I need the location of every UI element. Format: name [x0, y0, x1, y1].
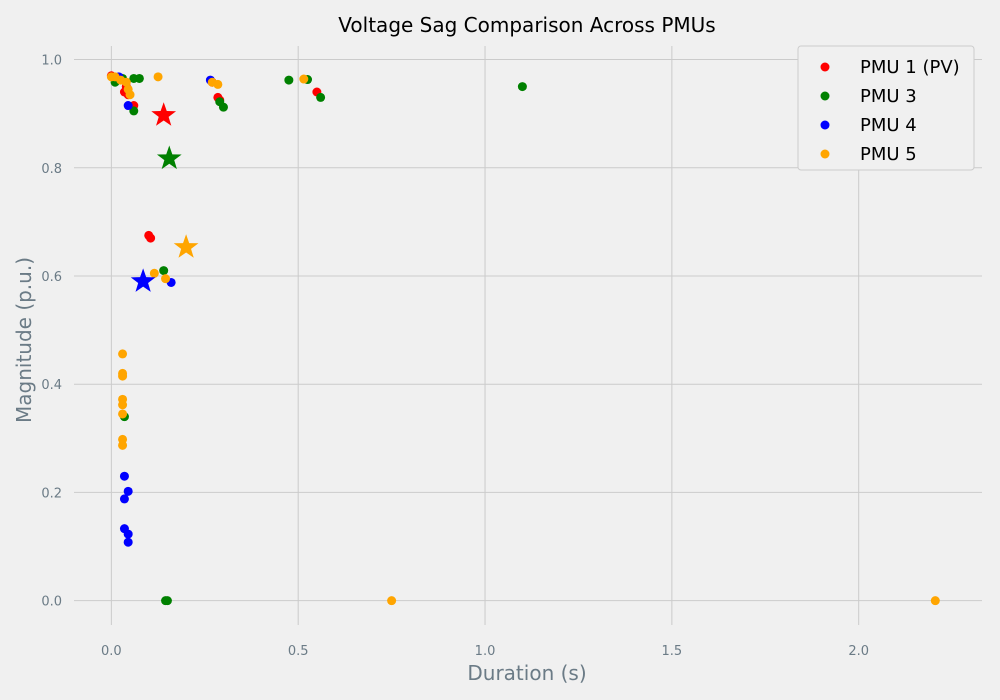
data-point-pmu-series-3 — [118, 349, 128, 359]
data-point-pmu-series-2 — [123, 486, 133, 496]
x-tick-label: 0.5 — [288, 644, 309, 659]
x-axis-label: Duration (s) — [467, 661, 586, 685]
x-tick-label: 0.0 — [101, 644, 122, 659]
data-point-pmu-series-3 — [387, 596, 397, 606]
data-point-pmu-series-1 — [162, 596, 172, 606]
y-axis-label: Magnitude (p.u.) — [12, 257, 36, 423]
data-point-pmu-series-3 — [118, 371, 128, 381]
data-point-pmu-series-0 — [146, 233, 156, 243]
x-tick-labels: 0.0 0.5 1.0 1.5 2.0 — [101, 644, 869, 659]
data-point-pmu-series-1 — [129, 106, 139, 116]
data-point-pmu-series-1 — [284, 75, 294, 85]
legend-label-pmu1: PMU 1 (PV) — [860, 57, 960, 78]
data-point-pmu-series-3 — [213, 79, 223, 89]
legend-label-pmu5: PMU 5 — [860, 144, 917, 165]
legend-marker-pmu5 — [820, 149, 830, 159]
data-point-pmu-series-1 — [134, 73, 144, 83]
chart-title: Voltage Sag Comparison Across PMUs — [338, 13, 715, 37]
legend-marker-pmu3 — [820, 91, 830, 101]
data-point-pmu-series-2 — [123, 101, 133, 111]
data-point-pmu-series-1 — [316, 92, 326, 102]
legend-marker-pmu4 — [820, 120, 830, 130]
x-tick-label: 1.5 — [662, 644, 683, 659]
y-tick-label: 0.8 — [41, 162, 62, 177]
y-tick-labels: 0.0 0.2 0.4 0.6 0.8 1.0 — [41, 54, 62, 610]
y-tick-label: 0.4 — [41, 378, 62, 393]
mean-star-marker-series-3 — [173, 234, 199, 258]
data-point-pmu-series-1 — [218, 102, 228, 112]
data-point-pmu-series-1 — [517, 82, 527, 92]
data-point-pmu-series-3 — [118, 400, 128, 410]
data-point-pmu-series-3 — [930, 596, 940, 606]
data-point-pmu-series-3 — [161, 274, 171, 284]
legend-marker-pmu1 — [820, 62, 830, 72]
data-point-pmu-series-3 — [121, 77, 131, 87]
y-tick-label: 0.2 — [41, 486, 62, 501]
y-tick-label: 0.6 — [41, 270, 62, 285]
data-point-pmu-series-3 — [118, 409, 128, 419]
legend-label-pmu3: PMU 3 — [860, 86, 917, 107]
data-point-pmu-series-3 — [118, 440, 128, 450]
data-point-pmu-series-3 — [125, 90, 135, 100]
x-tick-label: 1.0 — [475, 644, 496, 659]
data-point-pmu-series-2 — [119, 471, 129, 481]
legend-label-pmu4: PMU 4 — [860, 115, 917, 136]
data-point-pmu-series-3 — [149, 268, 159, 278]
y-tick-label: 0.0 — [41, 595, 62, 610]
mean-star-marker-series-0 — [151, 102, 177, 126]
x-tick-label: 2.0 — [848, 644, 869, 659]
mean-star-marker-series-2 — [130, 268, 156, 292]
data-point-pmu-series-3 — [153, 72, 163, 82]
data-point-pmu-series-3 — [299, 74, 309, 84]
legend-box — [797, 45, 975, 171]
data-point-pmu-series-2 — [123, 537, 133, 547]
data-points — [106, 71, 940, 606]
data-point-pmu-series-2 — [123, 529, 133, 539]
legend: PMU 1 (PV) PMU 3 PMU 4 PMU 5 — [797, 45, 975, 171]
data-point-pmu-series-1 — [159, 266, 169, 276]
y-tick-label: 1.0 — [41, 54, 62, 69]
mean-star-marker-series-1 — [156, 145, 182, 170]
mean-markers — [130, 102, 199, 292]
data-point-pmu-series-2 — [119, 494, 129, 504]
